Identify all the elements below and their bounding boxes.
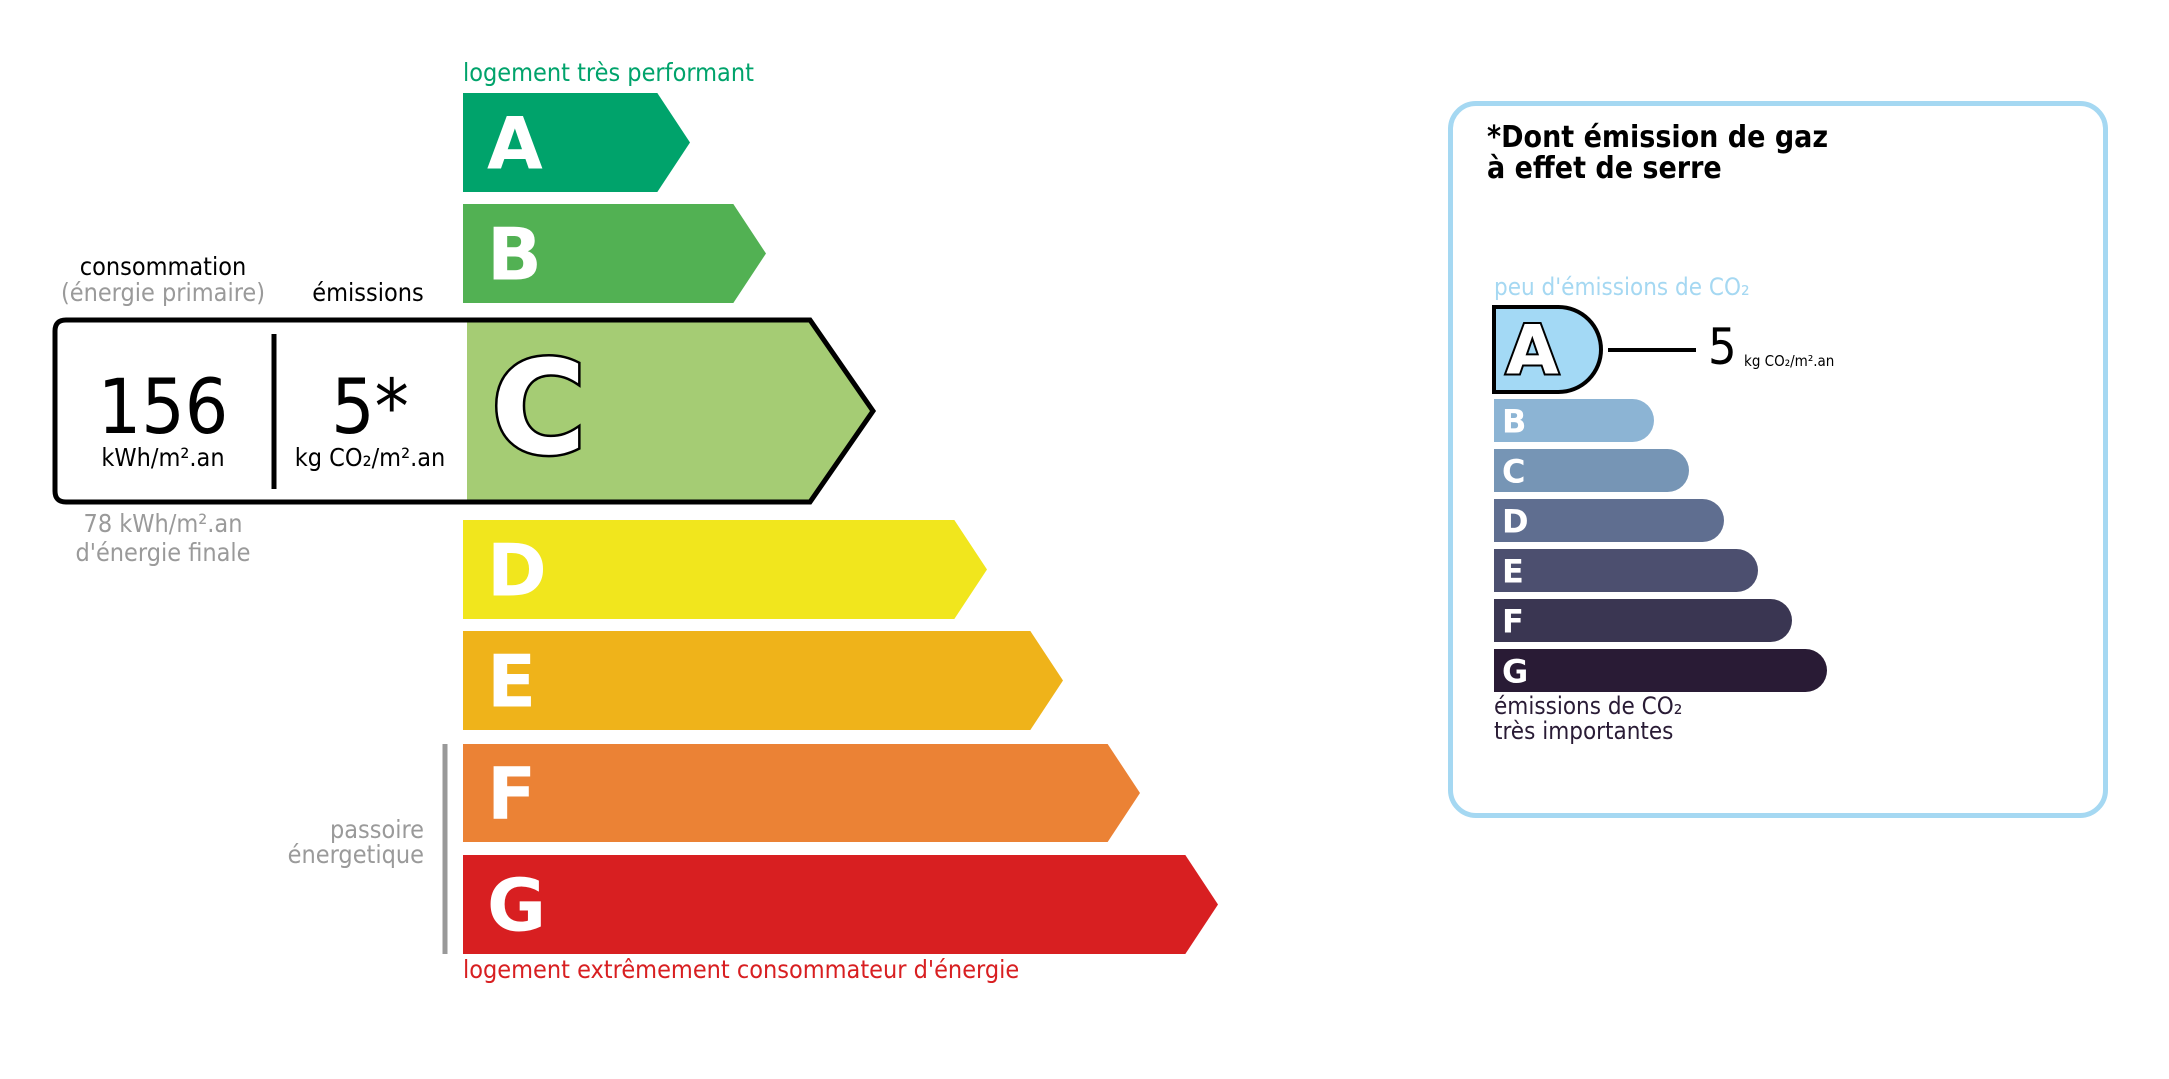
energy-bottom-label: logement extrêmement consommateur d'éner…: [463, 955, 1020, 984]
energy-class-d-bar: [463, 520, 987, 619]
ges-unit: kg CO₂/m².an: [1744, 352, 1835, 370]
ges-bottom-label: émissions de CO₂ très importantes: [1494, 694, 1682, 744]
energy-class-b-bar: [463, 204, 766, 303]
consumption-sub-label: (énergie primaire): [60, 278, 266, 307]
ges-title-line1: *Dont émission de gaz: [1487, 120, 1829, 155]
consumption-label: consommation: [79, 252, 247, 281]
energy-class-d-letter: D: [487, 529, 547, 613]
ges-value: 5: [1708, 318, 1737, 376]
emissions-value: 5*: [331, 362, 409, 451]
energy-class-e-letter: E: [487, 640, 536, 724]
energy-class-b-letter: B: [487, 213, 542, 297]
ges-class-b-letter: B: [1502, 403, 1526, 441]
ges-class-e-bar: [1494, 549, 1758, 592]
ges-title-line2: à effet de serre: [1487, 151, 1722, 186]
final-energy-label: d'énergie finale: [75, 538, 251, 567]
ges-title: *Dont émission de gaz à effet de serre: [1487, 122, 1828, 184]
ges-class-b-bar: [1494, 399, 1654, 442]
energy-top-label: logement très performant: [463, 58, 754, 87]
ges-class-d-letter: D: [1502, 503, 1529, 541]
energy-class-f-bar: [463, 744, 1140, 842]
energy-class-c-letter: C: [491, 332, 586, 484]
final-energy-value: 78 kWh/m².an: [83, 509, 243, 538]
consumption-value: 156: [97, 362, 229, 451]
ges-class-g-letter: G: [1502, 653, 1528, 691]
energy-class-f-letter: F: [487, 752, 536, 836]
ges-bottom-line2: très importantes: [1494, 717, 1674, 745]
current-class-frame: [52, 317, 877, 505]
ges-class-c-bar: [1494, 449, 1689, 492]
energy-class-a-letter: A: [487, 102, 543, 186]
emissions-label: émissions: [312, 278, 424, 307]
passoire-line1: passoire: [329, 815, 424, 844]
ges-class-a-letter: A: [1506, 312, 1559, 391]
energy-class-a-bar: [463, 93, 690, 192]
energy-class-c-bar: [467, 320, 873, 502]
ges-class-e-letter: E: [1502, 553, 1524, 591]
passoire-line2: énergetique: [287, 840, 424, 869]
ges-panel: [1448, 101, 2108, 818]
ges-top-label: peu d'émissions de CO₂: [1494, 273, 1750, 301]
ges-class-d-bar: [1494, 499, 1724, 542]
ges-class-f-letter: F: [1502, 603, 1524, 641]
ges-class-a-bar: [1492, 305, 1603, 394]
emissions-unit: kg CO₂/m².an: [294, 443, 446, 472]
ges-class-g-bar: [1494, 649, 1827, 692]
ges-class-c-letter: C: [1502, 453, 1525, 491]
consumption-unit: kWh/m².an: [101, 443, 225, 472]
ges-bottom-line1: émissions de CO₂: [1494, 692, 1683, 720]
energy-class-e-bar: [463, 631, 1063, 730]
energy-class-g-letter: G: [487, 864, 546, 948]
energy-class-g-bar: [463, 855, 1218, 954]
ges-class-f-bar: [1494, 599, 1792, 642]
